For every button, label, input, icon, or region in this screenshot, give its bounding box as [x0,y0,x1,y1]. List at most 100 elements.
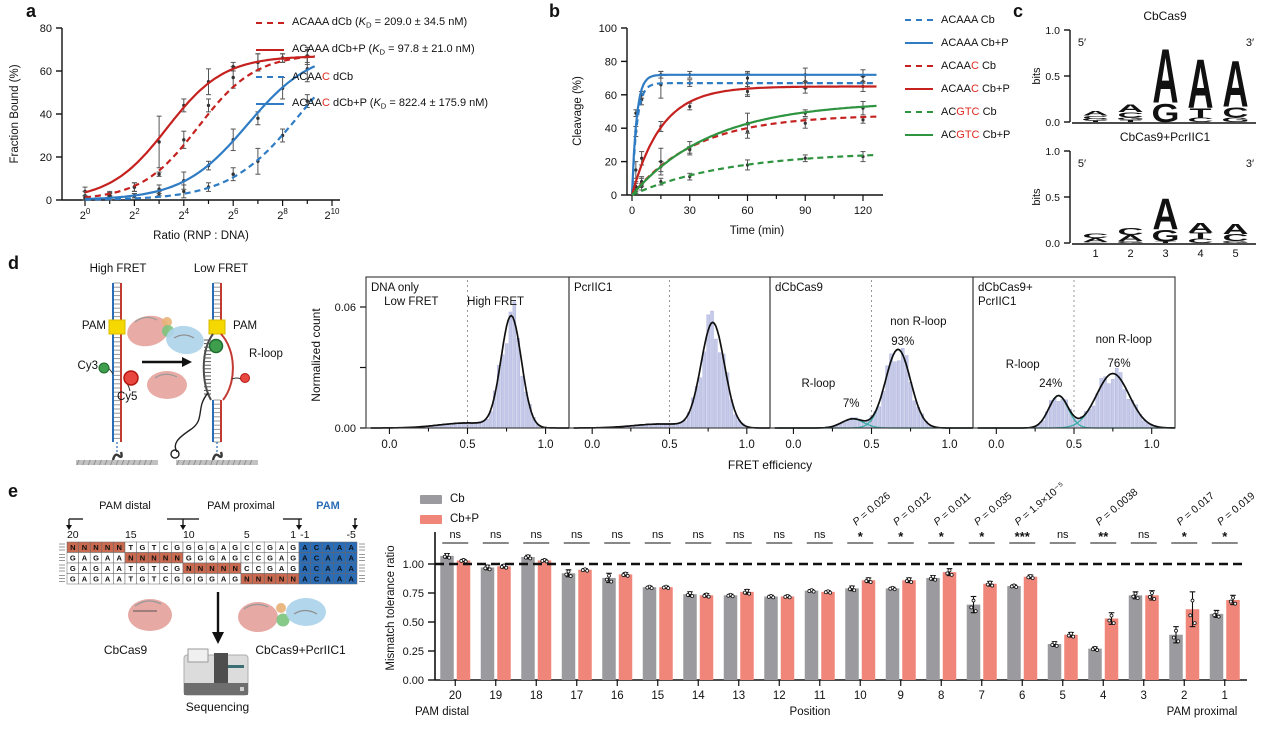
svg-text:N: N [244,575,249,584]
legend-text-part: C [321,97,330,110]
svg-text:CbCas9+PcrIIC1: CbCas9+PcrIIC1 [1120,130,1211,144]
svg-text:G: G [1082,118,1110,121]
workflow-proteins [128,592,326,644]
svg-text:P = 0.0038: P = 0.0038 [1093,486,1140,528]
svg-text:ns: ns [814,529,826,541]
svg-text:Mismatch tolerance ratio: Mismatch tolerance ratio [385,545,397,670]
legend-text-part: Cb+P [978,83,1010,95]
svg-text:N: N [174,554,179,563]
svg-text:A: A [279,564,285,573]
svg-text:Time (min): Time (min) [730,225,785,237]
svg-text:**: ** [1098,529,1109,544]
svg-text:A: A [325,543,331,552]
svg-text:C: C [163,564,169,573]
dashed-line-sample [905,19,933,21]
legend-text-part: ACAAA Cb [941,14,995,26]
svg-text:A: A [116,554,122,563]
svg-text:non R-loop: non R-loop [1096,334,1152,346]
legend-label: ACAAA Cb+P [941,37,1009,49]
svg-text:N: N [186,564,191,573]
svg-text:ns: ns [530,529,542,541]
svg-text:1.0: 1.0 [1045,25,1060,37]
svg-text:0.5: 0.5 [1045,192,1060,204]
legend-label: ACAAA dCb+P (KD = 97.8 ± 21.0 nM) [292,43,475,56]
svg-text:T: T [1120,120,1143,123]
svg-text:0.0: 0.0 [785,439,801,451]
legend-label: ACAAC Cb [941,60,996,72]
pam-label-right: PAM [233,320,258,332]
svg-text:1.0: 1.0 [1144,439,1160,451]
svg-text:A: A [302,554,308,563]
legend-text-part: D [379,47,386,57]
svg-text:C: C [163,543,169,552]
svg-text:N: N [82,543,87,552]
legend-label: ACAAC dCb+P (KD = 822.4 ± 175.9 nM) [292,97,488,110]
legend-text-part: GTC [956,106,980,118]
svg-text:G: G [70,554,76,563]
svg-text:ns: ns [733,529,745,541]
svg-text:4: 4 [1197,248,1203,260]
dashed-line-sample [256,76,284,78]
svg-text:A: A [221,554,227,563]
svg-text:C: C [256,564,262,573]
svg-text:A: A [82,554,88,563]
svg-text:C: C [256,554,262,563]
svg-text:A: A [1117,234,1143,243]
svg-text:20: 20 [605,157,617,169]
svg-text:C: C [314,564,320,573]
svg-text:C: C [314,543,320,552]
svg-text:Low FRET: Low FRET [384,296,438,308]
dashed-line-sample [905,65,933,67]
legend-text-part: ACAA [941,83,971,95]
solid-line-sample [905,88,933,90]
legend-item: ACAAA Cb+P [905,36,1010,50]
svg-text:20: 20 [40,152,52,164]
svg-text:N: N [116,543,121,552]
svg-text:C: C [1083,115,1109,120]
high-fret-label: High FRET [89,263,147,275]
svg-text:G: G [93,564,99,573]
svg-text:ns: ns [611,529,623,541]
svg-text:P = 0.035: P = 0.035 [972,490,1015,528]
svg-text:G: G [290,564,296,573]
svg-text:G: G [232,575,238,584]
svg-text:G: G [1081,242,1109,243]
svg-text:G: G [197,575,203,584]
fret-assay-schematic [76,282,258,466]
svg-text:*: * [898,529,904,544]
svg-text:G: G [267,554,273,563]
svg-text:20: 20 [67,529,79,541]
svg-text:C: C [314,554,320,563]
svg-text:C: C [314,575,320,584]
svg-text:9: 9 [898,690,904,702]
svg-text:*: * [979,529,985,544]
svg-text:N: N [151,554,156,563]
svg-text:22: 22 [129,207,140,222]
svg-text:P = 0.026: P = 0.026 [850,490,893,528]
svg-text:0.00: 0.00 [335,423,356,435]
svg-text:30: 30 [684,205,696,217]
legend-text-part: ACAAA dCb ( [292,16,359,29]
binding-curve-chart: 0 20 40 60 80 20 22 24 26 28 210 Fraction Bound (%)… [9,23,340,242]
svg-text:A: A [302,564,308,573]
svg-text:A: A [82,575,88,584]
svg-text:16: 16 [611,690,624,702]
svg-text:N: N [70,543,75,552]
svg-text:15: 15 [651,690,664,702]
svg-text:T: T [129,564,134,573]
svg-text:0.25: 0.25 [403,646,424,658]
svg-text:P = 1.9×10⁻⁵: P = 1.9×10⁻⁵ [1012,480,1067,529]
svg-text:1.0: 1.0 [942,439,958,451]
legend-text-part: D [365,20,372,30]
svg-text:*: * [858,529,864,544]
svg-text:N: N [232,564,237,573]
svg-text:-5: -5 [347,529,356,541]
panel-a-label: a [26,1,37,21]
legend-text-part: D [380,101,387,111]
svg-text:A: A [348,575,354,584]
svg-text:ns: ns [1138,529,1150,541]
fret-histograms: Normalized count 0.00 0.06 0.0 0.5 1.0 DNA onl… [309,276,1176,472]
svg-text:60: 60 [741,205,753,217]
sequencing-label: Sequencing [185,700,250,714]
